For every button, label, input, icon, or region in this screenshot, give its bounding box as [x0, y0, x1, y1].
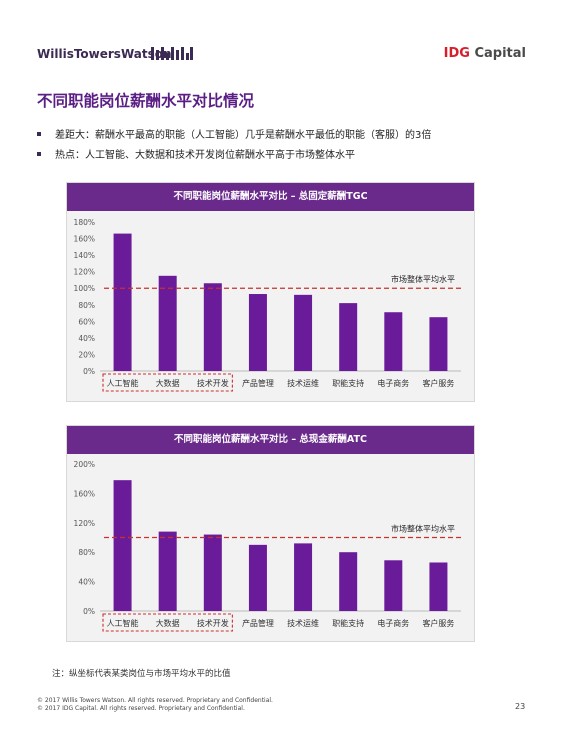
bar [339, 303, 358, 371]
y-tick-label: 180% [74, 218, 95, 227]
x-tick-label: 人工智能 [107, 618, 139, 628]
page-number: 23 [515, 702, 526, 711]
bullet-item: 差距大：薪酬水平最高的职能（人工智能）几乎是薪酬水平最低的职能（客服）的3倍 [37, 126, 431, 141]
bar [158, 275, 177, 371]
bar [203, 283, 222, 371]
x-tick-label: 技术开发 [197, 378, 229, 388]
y-tick-label: 40% [78, 578, 95, 587]
bar [248, 544, 267, 611]
bar [294, 294, 313, 371]
bar [248, 294, 267, 371]
x-tick-label: 产品管理 [242, 618, 274, 628]
x-tick-label: 职能支持 [332, 618, 364, 628]
bullet-text: 热点：人工智能、大数据和技术开发岗位薪酬水平高于市场整体水平 [55, 150, 355, 161]
y-tick-label: 200% [74, 460, 95, 469]
y-tick-label: 160% [74, 489, 95, 498]
highlight-box [102, 613, 233, 632]
bar [429, 562, 448, 611]
bullet-square-icon [37, 132, 41, 136]
y-tick-label: 120% [74, 519, 95, 528]
y-tick-label: 100% [74, 284, 95, 293]
y-tick-label: 160% [74, 235, 95, 244]
bar [429, 317, 448, 371]
idg-logo-prefix: IDG [443, 46, 470, 61]
highlight-box [102, 373, 233, 392]
bullet-square-icon [37, 152, 41, 156]
y-tick-label: 80% [78, 548, 95, 557]
bar [158, 531, 177, 611]
bar [203, 534, 222, 611]
copyright-line: © 2017 Willis Towers Watson. All rights … [37, 697, 273, 704]
bar [113, 480, 132, 611]
bar [113, 233, 132, 371]
bar [384, 312, 403, 371]
chart-title: 不同职能岗位薪酬水平对比 – 总现金薪酬ATC [67, 426, 474, 454]
copyright-line: © 2017 IDG Capital. All rights reserved.… [37, 705, 245, 712]
bar [339, 552, 358, 611]
x-tick-label: 人工智能 [107, 378, 139, 388]
bar [384, 560, 403, 611]
x-tick-label: 技术运维 [287, 378, 319, 388]
x-tick-label: 电子商务 [377, 378, 409, 388]
x-tick-label: 产品管理 [242, 378, 274, 388]
reference-line-label: 市场整体平均水平 [391, 524, 455, 534]
y-tick-label: 0% [83, 607, 95, 616]
y-tick-label: 20% [78, 350, 95, 359]
reference-line-label: 市场整体平均水平 [391, 274, 455, 284]
chart-title: 不同职能岗位薪酬水平对比 – 总固定薪酬TGC [67, 183, 474, 211]
x-tick-label: 技术运维 [287, 618, 319, 628]
bar-chart-atc: 0% 40% 80% 120% 160% 200% 人工智能 大数据 技术开发 产品管理 技术运维 职… [74, 460, 461, 632]
x-tick-label: 客户服务 [422, 378, 454, 388]
y-tick-label: 0% [83, 367, 95, 376]
page-title: 不同职能岗位薪酬水平对比情况 [37, 92, 255, 110]
idg-capital-logo: IDG Capital [444, 46, 526, 61]
x-tick-label: 客户服务 [422, 618, 454, 628]
bar [294, 543, 313, 611]
x-tick-label: 职能支持 [332, 378, 364, 388]
y-tick-label: 80% [78, 301, 95, 310]
footnote: 注：纵坐标代表某类岗位与市场平均水平的比值 [52, 669, 231, 679]
x-tick-label: 大数据 [156, 618, 180, 628]
chart-panel-atc: 不同职能岗位薪酬水平对比 – 总现金薪酬ATC 0% 40% 80% 120% 160%… [66, 425, 475, 642]
y-tick-label: 60% [78, 317, 95, 326]
y-tick-label: 120% [74, 268, 95, 277]
bullet-item: 热点：人工智能、大数据和技术开发岗位薪酬水平高于市场整体水平 [37, 146, 355, 161]
bullet-text: 差距大：薪酬水平最高的职能（人工智能）几乎是薪酬水平最低的职能（客服）的3倍 [55, 130, 432, 141]
x-tick-label: 电子商务 [377, 618, 409, 628]
wtw-logo-mark-icon [151, 47, 193, 60]
y-tick-label: 140% [74, 251, 95, 260]
bar-chart-tgc: 0% 20% 40% 60% 80% 100% 120% 140% 160% 180% 人工智能 大数… [74, 218, 461, 392]
y-tick-label: 40% [78, 334, 95, 343]
x-tick-label: 大数据 [156, 378, 180, 388]
idg-logo-suffix: Capital [469, 46, 526, 61]
willis-towers-watson-logo: WillisTowersWatson [37, 47, 172, 61]
x-tick-label: 技术开发 [197, 618, 229, 628]
chart-panel-tgc: 不同职能岗位薪酬水平对比 – 总固定薪酬TGC 0% 20% 40% 60% 80% 10… [66, 182, 475, 402]
